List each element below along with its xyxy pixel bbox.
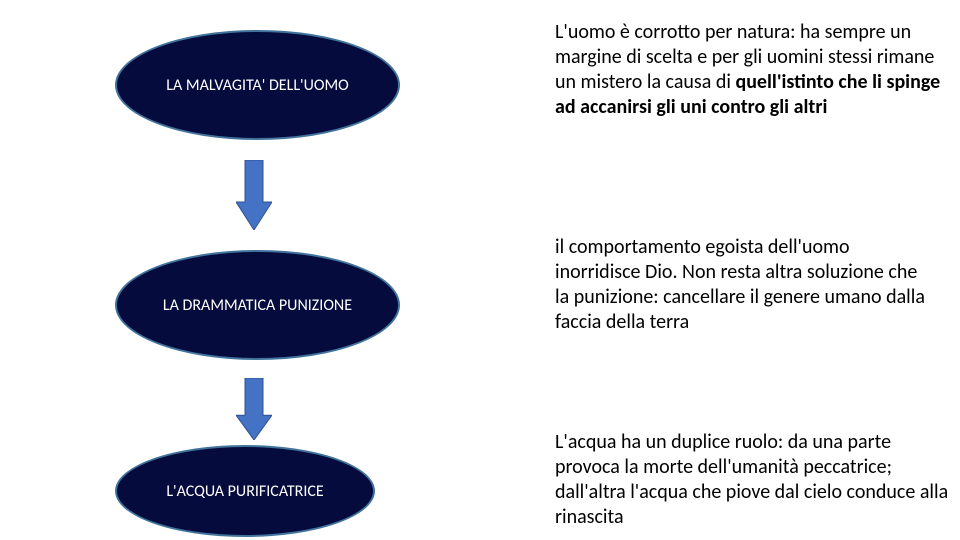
arrow-down-icon — [236, 378, 272, 440]
flow-node-2: LA DRAMMATICA PUNIZIONE — [115, 250, 400, 360]
text-run: il comportamento egoista dell'uomo inorr… — [555, 235, 925, 334]
flow-node-1: LA MALVAGITA' DELL'UOMO — [115, 30, 400, 140]
text-run: L'acqua ha un duplice ruolo: da una part… — [555, 430, 948, 529]
flow-node-label: LA MALVAGITA' DELL'UOMO — [146, 76, 368, 95]
description-2: il comportamento egoista dell'uomo inorr… — [555, 235, 925, 335]
flow-node-label: L'ACQUA PURIFICATRICE — [146, 482, 343, 501]
flow-node-3: L'ACQUA PURIFICATRICE — [115, 445, 375, 537]
description-1: L'uomo è corrotto per natura: ha sempre … — [555, 20, 950, 120]
arrow-down-icon — [236, 160, 272, 230]
flow-node-label: LA DRAMMATICA PUNIZIONE — [143, 296, 372, 315]
diagram-root: LA MALVAGITA' DELL'UOMO LA DRAMMATICA PUN… — [0, 0, 960, 540]
left-column: LA MALVAGITA' DELL'UOMO LA DRAMMATICA PUN… — [0, 0, 480, 540]
description-3: L'acqua ha un duplice ruolo: da una part… — [555, 430, 950, 530]
